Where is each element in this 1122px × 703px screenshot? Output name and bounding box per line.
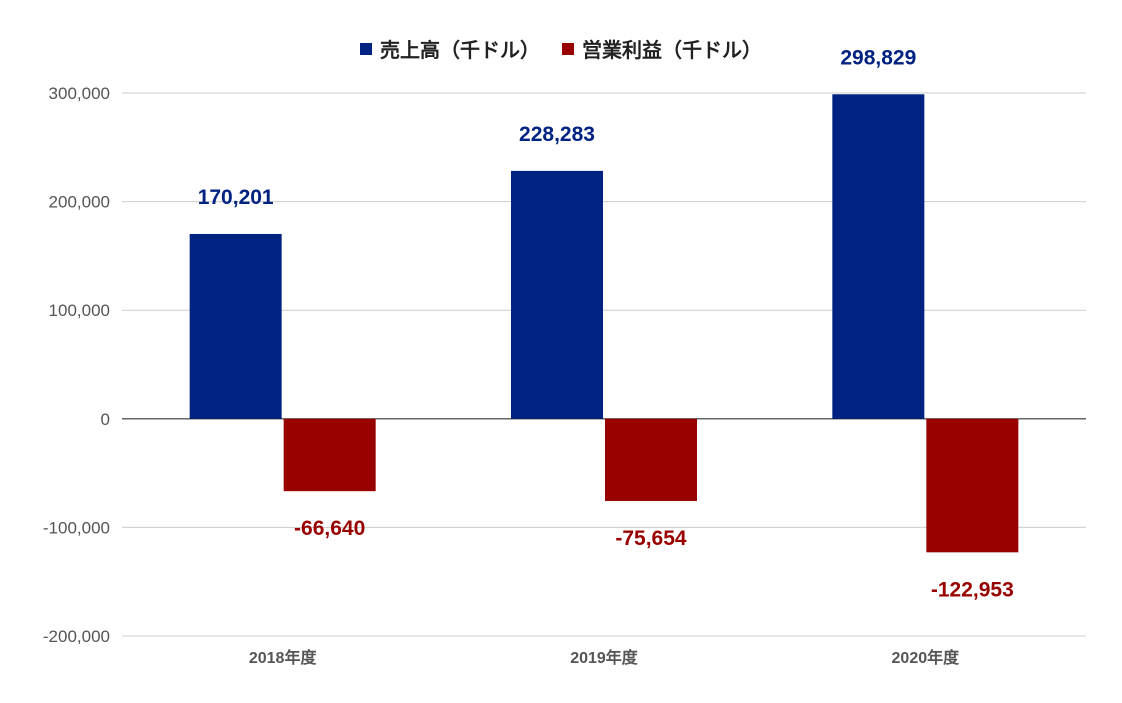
bar-operating-income	[605, 418, 697, 501]
bar-sales	[832, 94, 925, 419]
bar-sales	[189, 233, 282, 419]
legend: 売上高（千ドル） 営業利益（千ドル）	[0, 34, 1122, 63]
y-tick-label: 200,000	[49, 193, 110, 212]
gridlines	[122, 92, 1086, 637]
bar-operating-income	[926, 418, 1019, 553]
bar-sales	[511, 170, 603, 419]
data-label-sales: 228,283	[519, 123, 595, 146]
data-label-operating-income: -66,640	[294, 517, 365, 540]
data-label-sales: 298,829	[840, 46, 916, 69]
y-tick-label: 0	[101, 410, 110, 429]
y-tick-label: 300,000	[49, 84, 110, 103]
bars	[189, 94, 1019, 553]
legend-swatch-sales	[360, 42, 372, 55]
y-tick-label: -200,000	[43, 627, 110, 646]
x-category-label: 2018年度	[249, 648, 318, 667]
legend-label-sales: 売上高（千ドル）	[380, 40, 540, 62]
legend-label-operating-income: 営業利益（千ドル）	[582, 40, 762, 62]
legend-item-sales: 売上高（千ドル）	[360, 34, 540, 63]
x-axis: 2018年度 2019年度 2020年度	[249, 648, 960, 667]
y-tick-label: -100,000	[43, 518, 110, 537]
data-label-operating-income: -122,953	[931, 578, 1014, 601]
y-axis: 300,000 200,000 100,000 0 -100,000 -200,000	[43, 84, 110, 646]
x-category-label: 2020年度	[892, 648, 961, 667]
data-label-sales: 170,201	[198, 186, 274, 209]
legend-item-operating-income: 営業利益（千ドル）	[562, 34, 762, 63]
legend-swatch-operating-income	[562, 42, 574, 55]
x-category-label: 2019年度	[570, 648, 639, 667]
bar-operating-income	[283, 418, 376, 492]
data-label-operating-income: -75,654	[615, 527, 687, 550]
y-tick-label: 100,000	[49, 301, 110, 320]
data-labels: 170,201 -66,640 228,283 -75,654 298,829 -122,…	[198, 46, 1014, 601]
